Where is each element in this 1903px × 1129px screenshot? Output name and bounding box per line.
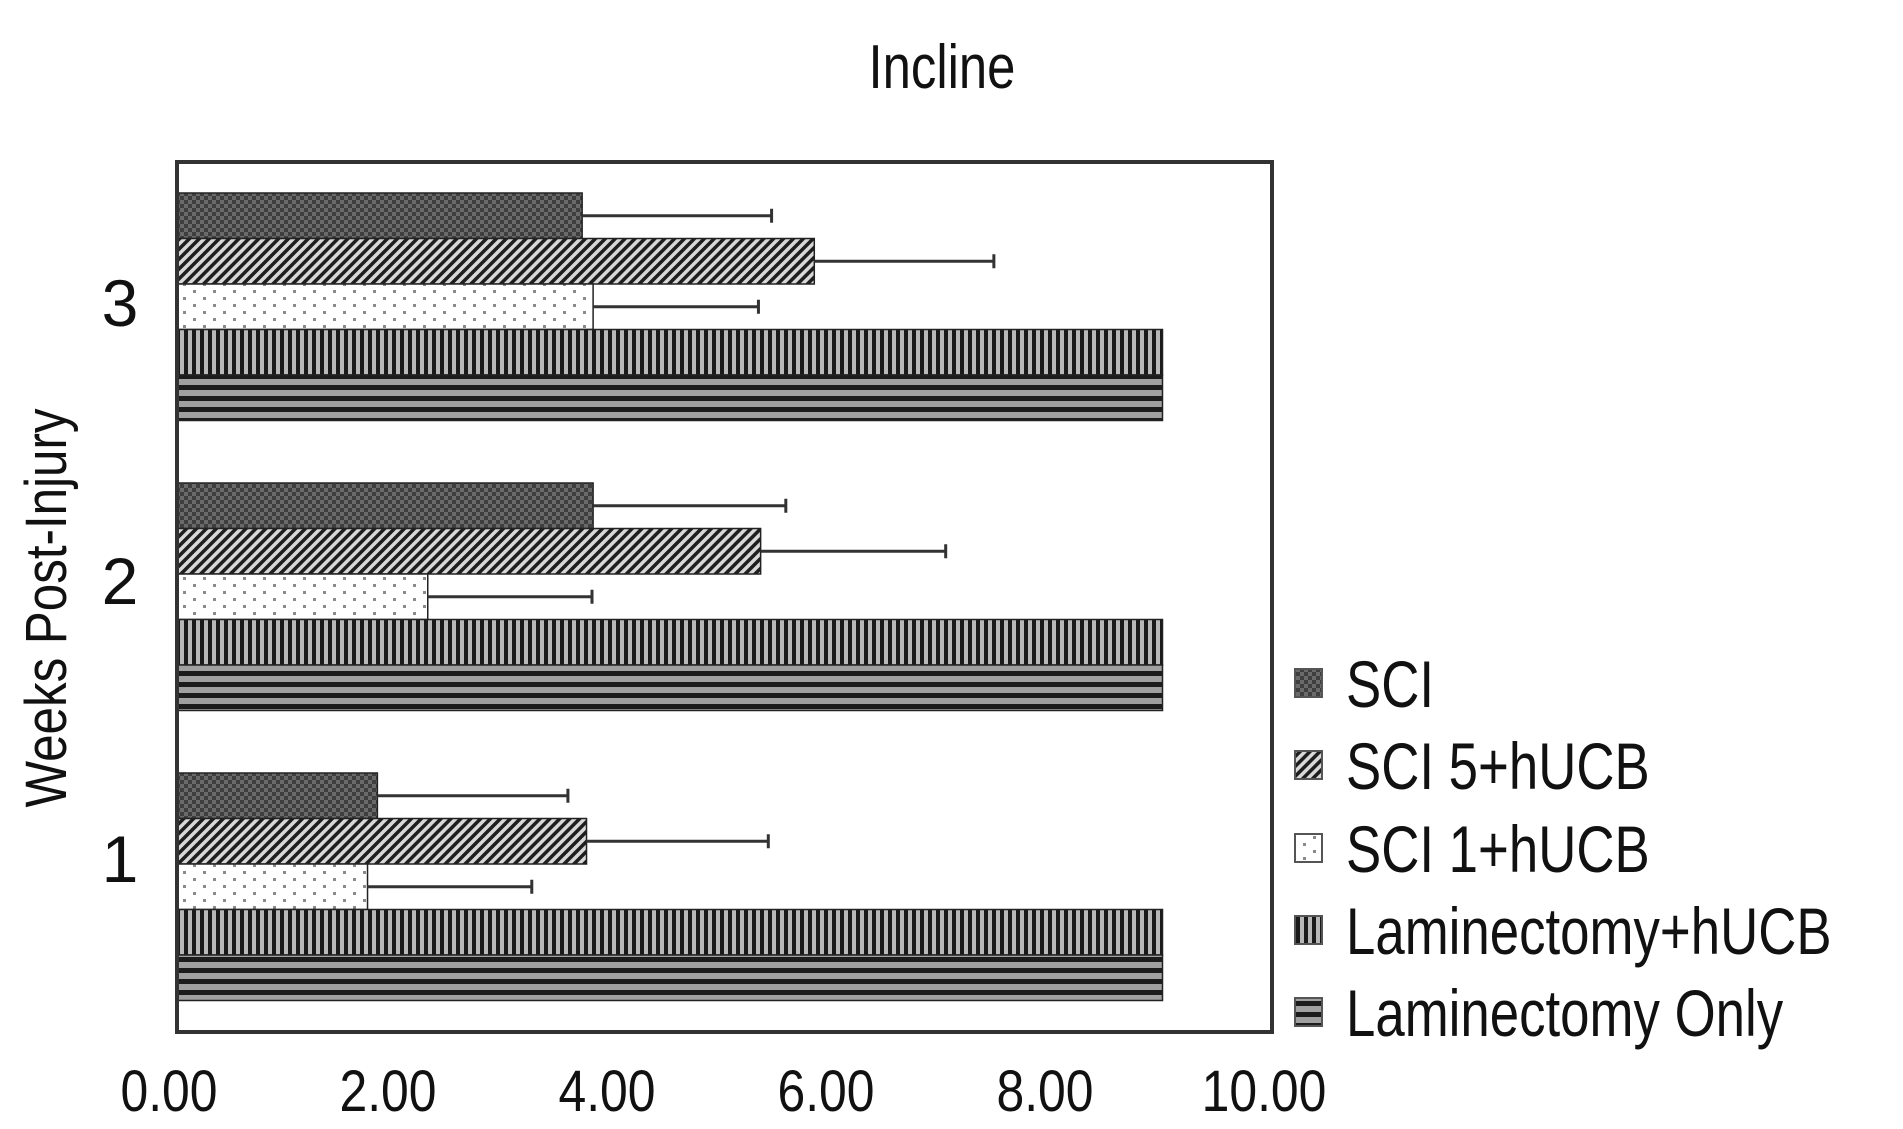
legend-label: SCI bbox=[1346, 647, 1434, 721]
y-axis-label: Weeks Post-Injury bbox=[14, 408, 79, 807]
bar-laminectomy-hucb-week-2 bbox=[176, 618, 1164, 666]
legend-swatch bbox=[1294, 997, 1323, 1027]
x-tick-label: 0.00 bbox=[120, 1060, 217, 1124]
bar-sci-week-1 bbox=[176, 772, 379, 820]
legend-label: SCI 1+hUCB bbox=[1346, 812, 1650, 886]
legend-label: SCI 5+hUCB bbox=[1346, 729, 1650, 803]
bar-sci-1-hucb-week-2 bbox=[176, 573, 429, 621]
plot-area-frame bbox=[175, 160, 1274, 1034]
bar-sci-5-hucb-week-3 bbox=[176, 237, 816, 285]
legend-swatch bbox=[1294, 750, 1323, 780]
bar-sci-1-hucb-week-1 bbox=[176, 863, 369, 911]
legend-item-sci: SCI bbox=[1294, 647, 1434, 721]
x-tick-label: 10.00 bbox=[1202, 1060, 1327, 1124]
legend-item-sci-1-hucb: SCI 1+hUCB bbox=[1294, 812, 1650, 886]
bar-laminectomy-hucb-week-3 bbox=[176, 328, 1164, 376]
legend-item-sci-5-hucb: SCI 5+hUCB bbox=[1294, 729, 1650, 803]
x-tick-label: 4.00 bbox=[558, 1060, 655, 1124]
bar-sci-5-hucb-week-1 bbox=[176, 817, 588, 865]
x-tick-label: 8.00 bbox=[996, 1060, 1093, 1124]
legend-swatch bbox=[1294, 833, 1323, 863]
bar-sci-1-hucb-week-3 bbox=[176, 283, 594, 331]
y-tick-label: 3 bbox=[102, 266, 139, 340]
legend-label: Laminectomy+hUCB bbox=[1346, 894, 1832, 968]
bar-laminectomy-only-week-2 bbox=[176, 664, 1164, 712]
bar-laminectomy-only-week-1 bbox=[176, 954, 1164, 1002]
bar-sci-week-3 bbox=[176, 192, 583, 240]
y-tick-label: 2 bbox=[102, 544, 139, 618]
bar-sci-week-2 bbox=[176, 482, 594, 530]
chart-title: Incline bbox=[869, 33, 1016, 102]
legend-swatch bbox=[1294, 915, 1323, 945]
bar-sci-5-hucb-week-2 bbox=[176, 527, 762, 575]
y-tick-label: 1 bbox=[102, 822, 139, 896]
legend-label: Laminectomy Only bbox=[1346, 976, 1783, 1050]
legend-swatch bbox=[1294, 668, 1323, 698]
bar-laminectomy-hucb-week-1 bbox=[176, 908, 1164, 956]
x-tick-label: 2.00 bbox=[339, 1060, 436, 1124]
legend-item-laminectomy-only: Laminectomy Only bbox=[1294, 976, 1783, 1050]
legend-item-laminectomy-hucb: Laminectomy+hUCB bbox=[1294, 894, 1832, 968]
bar-laminectomy-only-week-3 bbox=[176, 374, 1164, 422]
x-tick-label: 6.00 bbox=[777, 1060, 874, 1124]
